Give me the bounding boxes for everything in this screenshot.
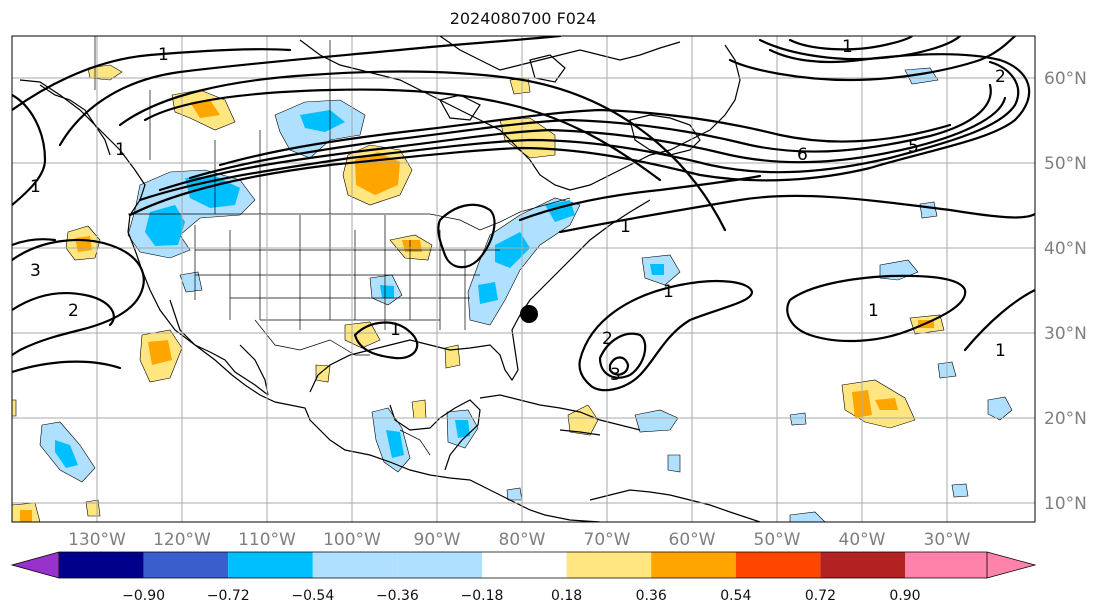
shade-blob (951, 483, 969, 498)
shade-blob (495, 232, 530, 268)
location-marker (520, 305, 538, 323)
shade-blob (789, 511, 826, 522)
colorbar-tick-label: 0.18 (551, 588, 582, 604)
contour-label: 1 (115, 140, 126, 160)
shade-blob (12, 399, 17, 417)
lat-label: 60°N (1044, 69, 1087, 89)
shade-blob (145, 205, 185, 246)
contour-label: 1 (868, 301, 879, 321)
colorbar-segment (566, 552, 652, 578)
shade-blob (148, 340, 172, 365)
contour-label: 2 (68, 301, 79, 321)
longitude-labels: 130°W 120°W 110°W 100°W 90°W 80°W 70°W 6… (68, 530, 971, 550)
colorbar-tick-label: −0.36 (376, 588, 419, 604)
shade-blob (634, 409, 679, 433)
shade-blob (85, 499, 101, 517)
shade-blob (875, 398, 898, 410)
contour-label: 1 (158, 45, 169, 65)
shade-blob (455, 420, 470, 438)
contour-label: 2 (602, 329, 613, 349)
colorbar-tick-label: 0.36 (636, 588, 667, 604)
colorbar-segment (482, 552, 567, 578)
colorbar-segment (905, 552, 987, 578)
shade-blob (567, 404, 599, 436)
lon-label: 130°W (68, 530, 126, 550)
shade-blob (315, 364, 331, 383)
colorbar-segment (651, 552, 736, 578)
colorbar-segment (143, 552, 229, 578)
shade-blob (386, 430, 404, 458)
contour-label: 3 (610, 365, 621, 385)
lon-label: 110°W (238, 530, 296, 550)
lon-label: 80°W (499, 530, 546, 550)
colorbar-tick-label: −0.54 (291, 588, 334, 604)
contour-label-group: 1 1 6 5 1 3 2 1 1 1 2 3 1 1 1 2 (30, 37, 1006, 385)
shade-blob (789, 412, 807, 426)
colorbar-segment (820, 552, 905, 578)
colorbar-segment (397, 552, 482, 578)
lon-label: 40°W (839, 530, 886, 550)
contour-label: 1 (995, 341, 1006, 361)
shade-blob (667, 454, 681, 473)
colorbar-segment (312, 552, 398, 578)
lat-label: 50°N (1044, 154, 1087, 174)
shade-blob (478, 282, 498, 304)
shade-blob (411, 399, 427, 419)
map-border (11, 35, 1036, 523)
shade-blob (380, 285, 394, 298)
shade-blob (179, 271, 203, 293)
contour-label: 6 (797, 145, 808, 165)
shade-blob (20, 510, 32, 522)
colorbar-segment (59, 552, 144, 578)
lon-label: 120°W (153, 530, 211, 550)
colorbar-tick-label: −0.18 (461, 588, 504, 604)
colorbar-tick-label: 0.90 (889, 588, 920, 604)
colorbar-extend-min (10, 551, 60, 579)
colorbar-tick-label: 0.54 (720, 588, 751, 604)
lon-label: 90°W (414, 530, 461, 550)
colorbar-tick-label: −0.72 (207, 588, 250, 604)
shade-blob (55, 440, 78, 468)
lon-label: 70°W (584, 530, 631, 550)
contour-label: 1 (842, 37, 853, 57)
contour-label: 1 (30, 177, 41, 197)
colorbar-segment (228, 552, 313, 578)
shade-blob (402, 240, 422, 252)
colorbar: −0.90 −0.72 −0.54 −0.36 −0.18 0.18 0.36 … (10, 551, 1037, 604)
lat-label: 20°N (1044, 409, 1087, 429)
contour-label: 1 (390, 320, 401, 340)
shade-blob (444, 344, 461, 369)
colorbar-segment (735, 552, 821, 578)
shade-blob (300, 110, 345, 132)
latitude-labels: 60°N 50°N 40°N 30°N 20°N 10°N (1044, 69, 1087, 514)
shade-blob (919, 201, 938, 219)
political-borders (94, 36, 571, 456)
shade-blob (506, 487, 523, 501)
contour-label: 1 (620, 217, 631, 237)
lon-label: 100°W (323, 530, 381, 550)
lon-label: 30°W (924, 530, 971, 550)
shade-blob (650, 264, 664, 275)
contour-label: 2 (995, 67, 1006, 87)
shade-blob (75, 236, 92, 252)
colorbar-extend-max (986, 551, 1037, 579)
anomaly-shading (12, 64, 1013, 522)
contour-label: 5 (908, 137, 919, 157)
shade-blob (190, 100, 220, 118)
contour-lines (12, 36, 1035, 392)
lat-label: 40°N (1044, 239, 1087, 259)
shade-blob (344, 321, 381, 349)
contour-label: 1 (663, 282, 674, 302)
contour-label: 3 (30, 261, 41, 281)
shade-blob (987, 396, 1013, 421)
lon-label: 60°W (669, 530, 716, 550)
colorbar-tick-label: −0.90 (122, 588, 165, 604)
lon-label: 50°W (754, 530, 801, 550)
lat-label: 30°N (1044, 324, 1087, 344)
colorbar-tick-label: 0.72 (805, 588, 836, 604)
map-title: 2024080700 F024 (449, 9, 597, 28)
lat-label: 10°N (1044, 494, 1087, 514)
